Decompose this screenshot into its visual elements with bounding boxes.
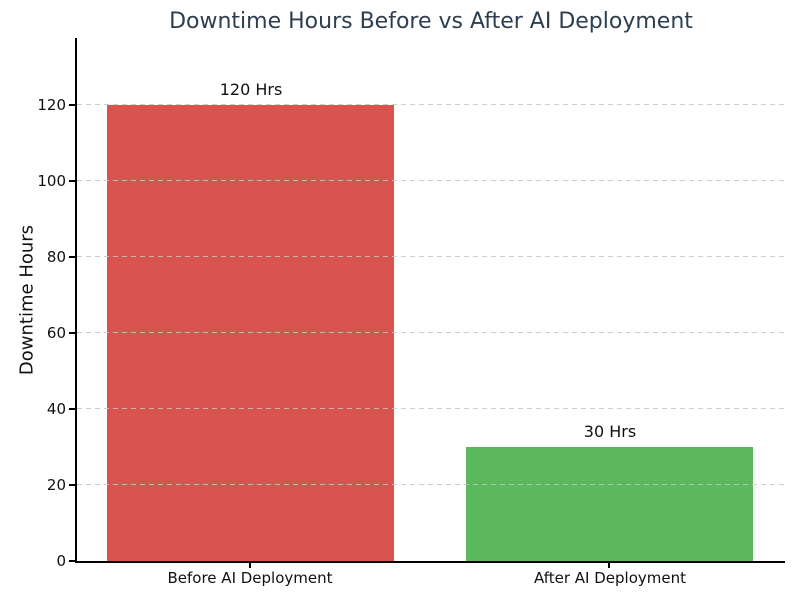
bar-after-ai-deployment xyxy=(466,447,753,561)
y-tick-label: 80 xyxy=(46,248,66,266)
y-gridline xyxy=(77,408,785,409)
y-tick-label: 60 xyxy=(46,324,66,342)
y-tick-mark xyxy=(69,180,75,182)
y-tick-mark xyxy=(69,484,75,486)
y-gridline xyxy=(77,104,785,105)
y-tick-label: 40 xyxy=(46,400,66,418)
y-tick-label: 20 xyxy=(46,476,66,494)
bar-value-label: 120 Hrs xyxy=(219,80,283,99)
y-gridline xyxy=(77,484,785,485)
y-gridline xyxy=(77,256,785,257)
y-gridline xyxy=(77,332,785,333)
y-axis-label: Downtime Hours xyxy=(16,224,38,376)
y-tick-label: 120 xyxy=(37,96,66,114)
y-tick-mark xyxy=(69,256,75,258)
x-tick-mark xyxy=(608,563,610,568)
chart-title: Downtime Hours Before vs After AI Deploy… xyxy=(169,9,693,34)
y-tick-label: 0 xyxy=(56,552,66,570)
y-tick-label: 100 xyxy=(37,172,66,190)
x-tick-label-before: Before AI Deployment xyxy=(167,569,333,587)
bar-before-ai-deployment xyxy=(107,105,394,561)
y-tick-mark xyxy=(69,408,75,410)
x-tick-mark xyxy=(249,563,251,568)
y-tick-mark xyxy=(69,332,75,334)
bar-value-label: 30 Hrs xyxy=(583,422,637,441)
y-tick-mark xyxy=(69,560,75,562)
y-tick-mark xyxy=(69,104,75,106)
plot-area: 120 Hrs 30 Hrs xyxy=(75,38,785,563)
y-gridline xyxy=(77,180,785,181)
x-tick-label-after: After AI Deployment xyxy=(534,569,686,587)
